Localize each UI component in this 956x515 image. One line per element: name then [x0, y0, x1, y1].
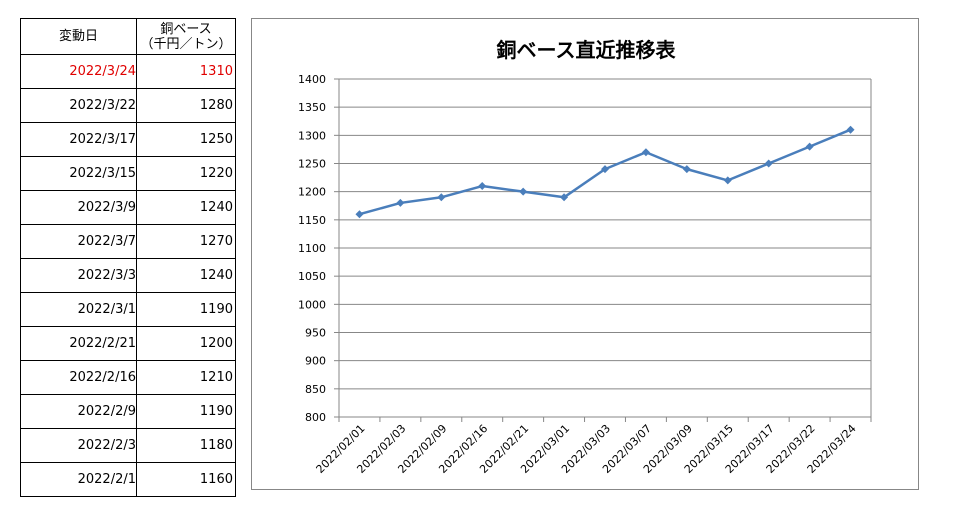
data-point-marker — [396, 198, 405, 207]
data-point-marker — [682, 165, 691, 174]
table-row: 2022/3/7 1270 — [20, 224, 236, 259]
data-point-marker — [519, 187, 528, 196]
data-point-marker — [478, 182, 487, 191]
row-value: 1240 — [136, 190, 236, 225]
row-date: 2022/3/24 — [20, 54, 137, 89]
row-value: 1190 — [136, 292, 236, 327]
table-row: 2022/3/1 1190 — [20, 292, 236, 327]
row-date: 2022/2/16 — [20, 360, 137, 395]
y-tick-label: 1300 — [298, 129, 326, 142]
header-date: 変動日 — [20, 18, 137, 55]
row-value: 1310 — [136, 54, 236, 89]
row-value: 1200 — [136, 326, 236, 361]
header-value-line2: （千円／トン） — [140, 36, 232, 52]
row-value: 1240 — [136, 258, 236, 293]
y-tick-label: 1000 — [298, 298, 326, 311]
table-row: 2022/3/15 1220 — [20, 156, 236, 191]
y-tick-label: 850 — [305, 383, 326, 396]
row-date: 2022/3/17 — [20, 122, 137, 157]
row-date: 2022/3/22 — [20, 88, 137, 123]
data-point-marker — [437, 193, 446, 202]
row-date: 2022/3/7 — [20, 224, 137, 259]
table-row: 2022/2/16 1210 — [20, 360, 236, 395]
y-tick-label: 950 — [305, 327, 326, 340]
row-value: 1160 — [136, 462, 236, 497]
table-row: 2022/3/17 1250 — [20, 122, 236, 157]
data-point-marker — [641, 148, 650, 157]
row-value: 1250 — [136, 122, 236, 157]
data-point-marker — [355, 210, 364, 219]
table-row: 2022/2/9 1190 — [20, 394, 236, 429]
row-value: 1210 — [136, 360, 236, 395]
price-table: 変動日 銅ベース （千円／トン） 2022/3/24 1310 2022/3/22 1… — [20, 18, 236, 497]
header-value: 銅ベース （千円／トン） — [136, 18, 236, 55]
y-tick-label: 1100 — [298, 242, 326, 255]
line-chart: 銅ベース直近推移表 800 850 900 950 1000 1050 1100 1150 12… — [298, 38, 872, 476]
table-row: 2022/3/24 1310 — [20, 54, 236, 89]
row-date: 2022/2/9 — [20, 394, 137, 429]
row-date: 2022/3/1 — [20, 292, 137, 327]
row-date: 2022/3/15 — [20, 156, 137, 191]
header-value-line1: 銅ベース — [160, 21, 212, 37]
data-point-marker — [601, 165, 609, 174]
table-header-row: 変動日 銅ベース （千円／トン） — [20, 18, 236, 55]
y-tick-label: 1200 — [298, 186, 326, 199]
row-date: 2022/2/3 — [20, 428, 137, 463]
y-tick-label: 1250 — [298, 158, 326, 171]
data-point-marker — [764, 159, 773, 168]
data-point-marker — [805, 142, 814, 151]
data-point-marker — [723, 176, 732, 185]
table-row: 2022/2/1 1160 — [20, 462, 236, 497]
data-point-marker — [846, 125, 855, 134]
grid-layer — [339, 78, 871, 418]
row-value: 1180 — [136, 428, 236, 463]
y-tick-label: 1050 — [298, 270, 326, 283]
y-tick-label: 1350 — [298, 101, 326, 114]
y-tick-label: 900 — [305, 355, 326, 368]
data-point-marker — [560, 193, 569, 202]
y-tick-label: 1150 — [298, 214, 326, 227]
table-row: 2022/3/22 1280 — [20, 88, 236, 123]
row-value: 1220 — [136, 156, 236, 191]
series-layer — [355, 125, 855, 219]
row-value: 1270 — [136, 224, 236, 259]
row-value: 1190 — [136, 394, 236, 429]
row-date: 2022/2/21 — [20, 326, 137, 361]
price-table-body: 変動日 銅ベース （千円／トン） 2022/3/24 1310 2022/3/22 1… — [20, 18, 236, 497]
row-value: 1280 — [136, 88, 236, 123]
row-date: 2022/3/9 — [20, 190, 137, 225]
table-row: 2022/3/9 1240 — [20, 190, 236, 225]
chart-title: 銅ベース直近推移表 — [497, 38, 677, 62]
y-tick-label: 1400 — [298, 73, 326, 86]
table-row: 2022/2/21 1200 — [20, 326, 236, 361]
y-tick-label: 800 — [305, 411, 326, 424]
chart-area: 銅ベース直近推移表 800 850 900 950 1000 1050 1100 1150 12… — [251, 18, 919, 490]
axis-layer: 800 850 900 950 1000 1050 1100 1150 1200 1250 1300… — [298, 73, 872, 476]
table-row: 2022/2/3 1180 — [20, 428, 236, 463]
row-date: 2022/2/1 — [20, 462, 137, 497]
row-date: 2022/3/3 — [20, 258, 137, 293]
table-row: 2022/3/3 1240 — [20, 258, 236, 293]
